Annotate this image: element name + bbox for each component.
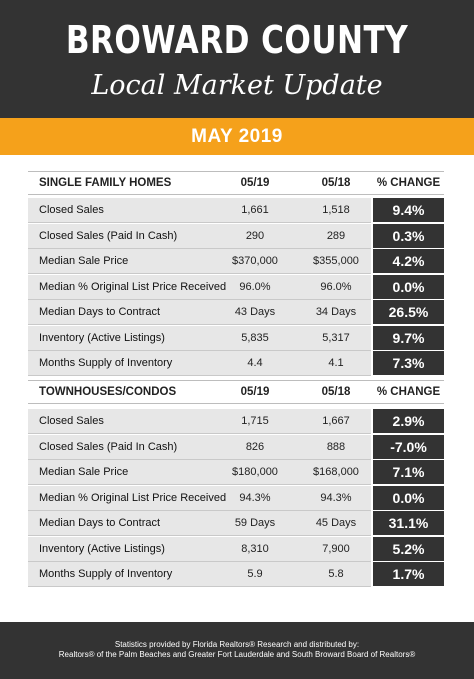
row-label: Inventory (Active Listings) (39, 542, 165, 555)
change-value: -7.0% (373, 434, 444, 459)
row-label: Closed Sales (Paid In Cash) (39, 440, 178, 453)
row-label: Closed Sales (39, 415, 104, 427)
change-value: 0.0% (373, 274, 444, 299)
change-value: 0.0% (373, 485, 444, 510)
table-row: Inventory (Active Listings) 8,310 7,900 5.2… (28, 536, 444, 563)
change-value: 2.9% (373, 409, 444, 433)
row-label: Median Sale Price (39, 466, 129, 478)
change-value: 1.7% (373, 562, 444, 586)
current-value: $370,000 (232, 255, 278, 267)
column-header-change: % CHANGE (376, 177, 441, 189)
table-row: Closed Sales (Paid In Cash) 826 888 -7.0% (28, 434, 444, 461)
table-row: Median Days to Contract 43 Days 34 Days 26.… (28, 300, 444, 326)
prior-value: 5,317 (322, 331, 350, 344)
section-heading: SINGLE FAMILY HOMES (39, 177, 172, 189)
prior-value: 1,667 (322, 415, 350, 427)
table-row: Median % Original List Price Received 96.… (28, 274, 444, 301)
change-value: 9.7% (373, 325, 444, 350)
page-subtitle: Local Market Update (91, 70, 383, 101)
month-label: MAY 2019 (191, 126, 283, 147)
row-label: Median Days to Contract (39, 306, 161, 318)
table-row: Median Sale Price $180,000 $168,000 7.1% (28, 460, 444, 486)
column-header-prior: 05/18 (321, 386, 351, 398)
table-row: Closed Sales 1,715 1,667 2.9% (28, 409, 444, 435)
table-row: Months Supply of Inventory 5.9 5.8 1.7% (28, 562, 444, 588)
change-value: 0.3% (373, 223, 444, 248)
column-header-current: 05/19 (240, 177, 270, 189)
prior-value: 4.1 (328, 357, 344, 369)
footer-credit-line: Statistics provided by Florida Realtors®… (114, 640, 360, 649)
prior-value: 34 Days (315, 306, 357, 318)
current-value: 59 Days (234, 517, 276, 529)
row-label: Inventory (Active Listings) (39, 331, 165, 344)
prior-value: 45 Days (315, 517, 357, 529)
header-band (0, 0, 474, 118)
current-value: 1,661 (241, 204, 269, 216)
change-value: 9.4% (373, 198, 444, 222)
footer-distributor-line: Realtors® of the Palm Beaches and Greate… (58, 650, 416, 659)
prior-value: 888 (326, 440, 346, 453)
prior-value: 94.3% (320, 491, 352, 504)
current-value: 94.3% (239, 491, 271, 504)
prior-value: $355,000 (313, 255, 359, 267)
current-value: 43 Days (234, 306, 276, 318)
table-row: Median Days to Contract 59 Days 45 Days 31.… (28, 511, 444, 537)
change-value: 7.1% (373, 460, 444, 484)
prior-value: 1,518 (322, 204, 350, 216)
current-value: 1,715 (241, 415, 269, 427)
row-label: Closed Sales (39, 204, 104, 216)
column-header-prior: 05/18 (321, 177, 351, 189)
change-value: 7.3% (373, 351, 444, 375)
section-header: TOWNHOUSES/CONDOS 05/19 05/18 % CHANGE (28, 380, 444, 404)
row-label: Median % Original List Price Received (39, 280, 227, 293)
table-row: Months Supply of Inventory 4.4 4.1 7.3% (28, 351, 444, 377)
table-row: Closed Sales 1,661 1,518 9.4% (28, 198, 444, 224)
footer-band (0, 622, 474, 679)
prior-value: 289 (326, 229, 346, 242)
townhouses-condos-section: TOWNHOUSES/CONDOS 05/19 05/18 % CHANGE C… (28, 380, 444, 588)
current-value: $180,000 (232, 466, 278, 478)
table-row: Median % Original List Price Received 94.… (28, 485, 444, 512)
row-label: Median Days to Contract (39, 517, 161, 529)
single-family-section: SINGLE FAMILY HOMES 05/19 05/18 % CHANGE… (28, 171, 444, 377)
row-label: Months Supply of Inventory (39, 568, 173, 580)
change-value: 26.5% (373, 300, 444, 324)
section-heading: TOWNHOUSES/CONDOS (39, 386, 177, 398)
table-row: Closed Sales (Paid In Cash) 290 289 0.3% (28, 223, 444, 250)
row-label: Closed Sales (Paid In Cash) (39, 229, 178, 242)
prior-value: 7,900 (322, 542, 350, 555)
current-value: 96.0% (239, 280, 271, 293)
current-value: 4.4 (247, 357, 263, 369)
page-title: BROWARD COUNTY (65, 18, 409, 62)
current-value: 290 (245, 229, 265, 242)
row-label: Median Sale Price (39, 255, 129, 267)
change-value: 5.2% (373, 536, 444, 561)
table-row: Inventory (Active Listings) 5,835 5,317 9.7… (28, 325, 444, 352)
column-header-change: % CHANGE (376, 386, 441, 398)
prior-value: $168,000 (313, 466, 359, 478)
row-label: Median % Original List Price Received (39, 491, 227, 504)
prior-value: 96.0% (320, 280, 352, 293)
row-label: Months Supply of Inventory (39, 357, 173, 369)
month-banner (0, 118, 474, 155)
column-header-current: 05/19 (240, 386, 270, 398)
current-value: 5,835 (241, 331, 269, 344)
current-value: 5.9 (247, 568, 263, 580)
table-row: Median Sale Price $370,000 $355,000 4.2% (28, 249, 444, 275)
change-value: 4.2% (373, 249, 444, 273)
current-value: 8,310 (241, 542, 269, 555)
section-header: SINGLE FAMILY HOMES 05/19 05/18 % CHANGE (28, 171, 444, 195)
current-value: 826 (245, 440, 265, 453)
prior-value: 5.8 (328, 568, 344, 580)
change-value: 31.1% (373, 511, 444, 535)
